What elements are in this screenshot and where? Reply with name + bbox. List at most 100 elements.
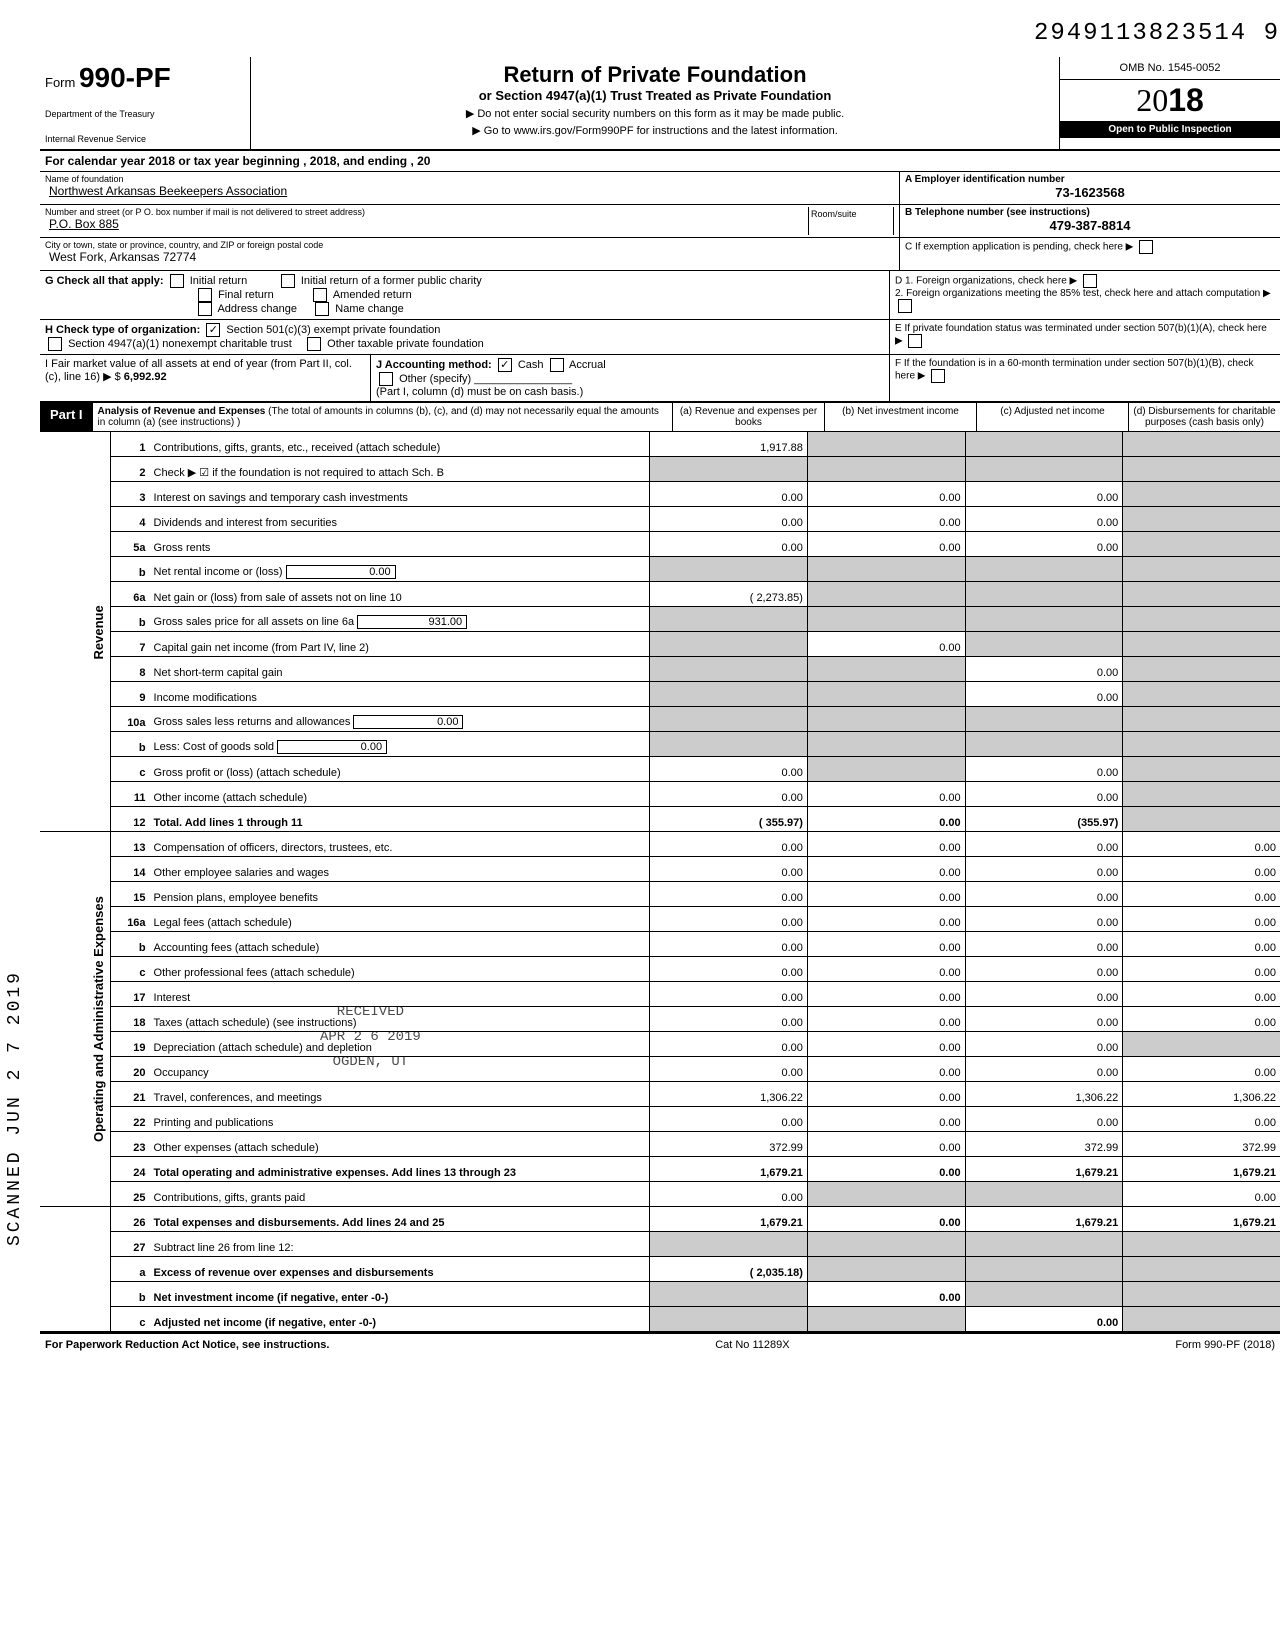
- line-16c: cOther professional fees (attach schedul…: [40, 957, 1280, 982]
- cb-name-change[interactable]: [315, 302, 329, 316]
- line-4: 4Dividends and interest from securities …: [40, 507, 1280, 532]
- section-c-label: C If exemption application is pending, c…: [905, 242, 1133, 253]
- city-label: City or town, state or province, country…: [45, 240, 894, 250]
- line-27c: cAdjusted net income (if negative, enter…: [40, 1307, 1280, 1332]
- line-2: 2Check ▶ ☑ if the foundation is not requ…: [40, 457, 1280, 482]
- line-5a: 5aGross rents 0.000.000.00: [40, 532, 1280, 557]
- tax-year: 2018: [1060, 80, 1280, 121]
- part1-table: Revenue 1Contributions, gifts, grants, e…: [40, 432, 1280, 1332]
- part1-label: Part I: [40, 403, 93, 431]
- section-i-label: I Fair market value of all assets at end…: [45, 358, 352, 383]
- col-a-header: (a) Revenue and expenses per books: [672, 403, 824, 431]
- form-note-url: ▶ Go to www.irs.gov/Form990PF for instru…: [256, 124, 1054, 137]
- line-6a: 6aNet gain or (loss) from sale of assets…: [40, 582, 1280, 607]
- cb-501c3[interactable]: [206, 323, 220, 337]
- section-f: F If the foundation is in a 60-month ter…: [895, 358, 1254, 382]
- footer-form: Form 990-PF (2018): [1175, 1339, 1275, 1351]
- lbl-amended: Amended return: [333, 289, 412, 301]
- addr-label: Number and street (or P O. box number if…: [45, 207, 808, 217]
- cb-initial-return[interactable]: [170, 274, 184, 288]
- line-23: 23Other expenses (attach schedule) 372.9…: [40, 1132, 1280, 1157]
- received-stamp: RECEIVED APR 2 6 2019 OGDEN, UT: [320, 1000, 421, 1076]
- section-d1: D 1. Foreign organizations, check here: [895, 276, 1067, 287]
- section-g-label: G Check all that apply:: [45, 275, 164, 287]
- line-19: 19Depreciation (attach schedule) and dep…: [40, 1032, 1280, 1057]
- cb-cash[interactable]: [498, 358, 512, 372]
- cb-amended[interactable]: [313, 288, 327, 302]
- lbl-501c3: Section 501(c)(3) exempt private foundat…: [226, 324, 440, 336]
- section-j-note: (Part I, column (d) must be on cash basi…: [376, 386, 583, 398]
- revenue-side-label: Revenue: [40, 432, 110, 832]
- cb-60month[interactable]: [931, 369, 945, 383]
- lbl-4947: Section 4947(a)(1) nonexempt charitable …: [68, 338, 292, 350]
- line-3: 3Interest on savings and temporary cash …: [40, 482, 1280, 507]
- lbl-initial: Initial return: [190, 275, 247, 287]
- line-9: 9Income modifications 0.00: [40, 682, 1280, 707]
- lbl-initial-former: Initial return of a former public charit…: [301, 275, 482, 287]
- line-16a: 16aLegal fees (attach schedule) 0.000.00…: [40, 907, 1280, 932]
- part1-title: Analysis of Revenue and Expenses: [98, 406, 266, 417]
- cb-other-method[interactable]: [379, 372, 393, 386]
- form-number: Form 990-PF: [45, 62, 245, 94]
- line-8: 8Net short-term capital gain 0.00: [40, 657, 1280, 682]
- footer-paperwork: For Paperwork Reduction Act Notice, see …: [45, 1339, 329, 1351]
- received-line3: OGDEN, UT: [320, 1050, 421, 1075]
- line-18: 18Taxes (attach schedule) (see instructi…: [40, 1007, 1280, 1032]
- cb-4947[interactable]: [48, 337, 62, 351]
- omb-number: OMB No. 1545-0052: [1060, 57, 1280, 80]
- cb-accrual[interactable]: [550, 358, 564, 372]
- lbl-cash: Cash: [518, 359, 544, 371]
- fmv-value: 6,992.92: [124, 371, 167, 383]
- cb-address-change[interactable]: [198, 302, 212, 316]
- line-27b: bNet investment income (if negative, ent…: [40, 1282, 1280, 1307]
- line-5b: bNet rental income or (loss) 0.00: [40, 557, 1280, 582]
- line-12: 12Total. Add lines 1 through 11 ( 355.97…: [40, 807, 1280, 832]
- lbl-other-taxable: Other taxable private foundation: [327, 338, 484, 350]
- section-j-label: J Accounting method:: [376, 359, 492, 371]
- foundation-address: P.O. Box 885: [45, 217, 808, 231]
- col-d-header: (d) Disbursements for charitable purpose…: [1128, 403, 1280, 431]
- line-27a: aExcess of revenue over expenses and dis…: [40, 1257, 1280, 1282]
- section-h-e-row: H Check type of organization: Section 50…: [40, 320, 1280, 355]
- line-11: 11Other income (attach schedule) 0.000.0…: [40, 782, 1280, 807]
- cb-foreign-85[interactable]: [898, 299, 912, 313]
- line-17: 17Interest 0.000.000.000.00: [40, 982, 1280, 1007]
- line-6b: bGross sales price for all assets on lin…: [40, 607, 1280, 632]
- year-prefix: 20: [1136, 82, 1168, 118]
- cb-final-return[interactable]: [198, 288, 212, 302]
- name-label: Name of foundation: [45, 174, 894, 184]
- col-b-header: (b) Net investment income: [824, 403, 976, 431]
- phone-label: B Telephone number (see instructions): [905, 207, 1275, 218]
- phone-value: 479-387-8814: [905, 218, 1275, 233]
- entity-block: Name of foundation Northwest Arkansas Be…: [40, 172, 1280, 271]
- line-25: 25Contributions, gifts, grants paid 0.00…: [40, 1182, 1280, 1207]
- lbl-name-change: Name change: [335, 303, 404, 315]
- cb-terminated[interactable]: [908, 334, 922, 348]
- col-c-header: (c) Adjusted net income: [976, 403, 1128, 431]
- section-i-j-f-row: I Fair market value of all assets at end…: [40, 355, 1280, 402]
- foundation-name: Northwest Arkansas Beekeepers Associatio…: [45, 184, 894, 198]
- cb-other-taxable[interactable]: [307, 337, 321, 351]
- line-21: 21Travel, conferences, and meetings 1,30…: [40, 1082, 1280, 1107]
- section-c-checkbox[interactable]: [1139, 240, 1153, 254]
- line-27: 27Subtract line 26 from line 12:: [40, 1232, 1280, 1257]
- section-g-d-row: G Check all that apply: Initial return I…: [40, 271, 1280, 320]
- lbl-accrual: Accrual: [569, 359, 606, 371]
- section-h-label: H Check type of organization:: [45, 324, 200, 336]
- form-note-ssn: ▶ Do not enter social security numbers o…: [256, 107, 1054, 120]
- line-7: 7Capital gain net income (from Part IV, …: [40, 632, 1280, 657]
- year-suffix: 18: [1168, 82, 1204, 118]
- cb-foreign-org[interactable]: [1083, 274, 1097, 288]
- lbl-final: Final return: [218, 289, 274, 301]
- line-24: 24Total operating and administrative exp…: [40, 1157, 1280, 1182]
- public-inspection: Open to Public Inspection: [1060, 121, 1280, 138]
- received-line1: RECEIVED: [320, 1000, 421, 1025]
- cb-initial-former[interactable]: [281, 274, 295, 288]
- form-header: Form 990-PF Department of the Treasury I…: [40, 57, 1280, 151]
- line-20: 20Occupancy 0.000.000.000.00: [40, 1057, 1280, 1082]
- line-10c: cGross profit or (loss) (attach schedule…: [40, 757, 1280, 782]
- dept-treasury: Department of the Treasury: [45, 109, 245, 119]
- line-1: Revenue 1Contributions, gifts, grants, e…: [40, 432, 1280, 457]
- calendar-year-row: For calendar year 2018 or tax year begin…: [40, 151, 1280, 172]
- room-suite-label: Room/suite: [808, 207, 894, 235]
